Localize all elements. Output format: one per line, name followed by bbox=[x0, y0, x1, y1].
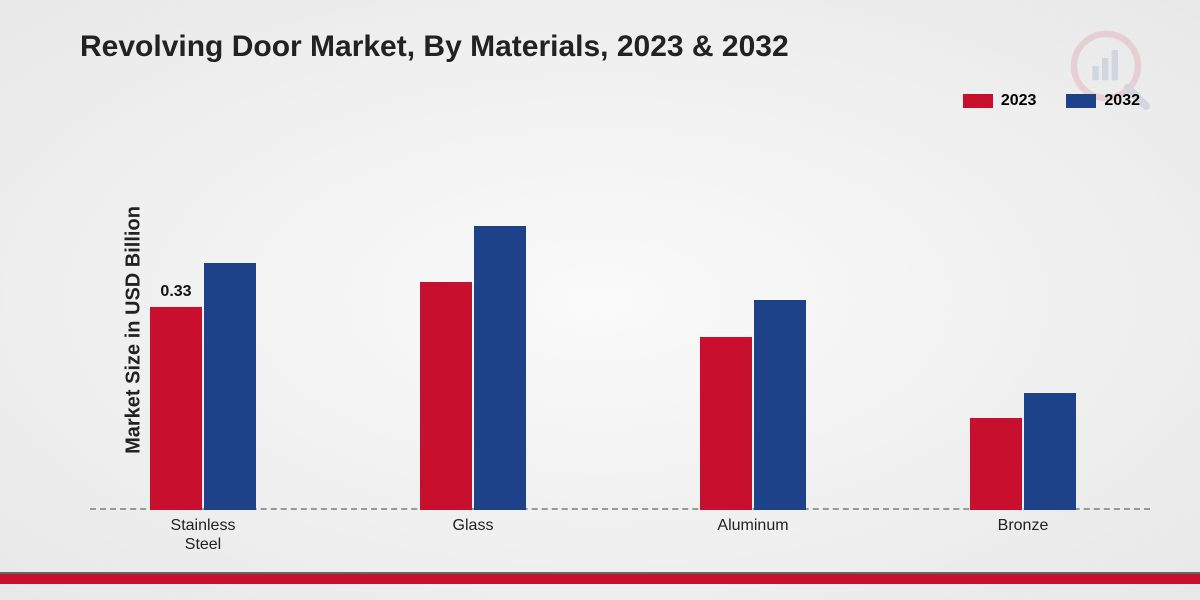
legend: 2023 2032 bbox=[963, 92, 1140, 110]
legend-item-2023: 2023 bbox=[963, 92, 1037, 110]
bar-group: Aluminum bbox=[700, 300, 806, 510]
bar-group: Glass bbox=[420, 226, 526, 510]
x-tick-label: Glass bbox=[393, 510, 553, 535]
bar-group: Bronze bbox=[970, 393, 1076, 510]
legend-label-2032: 2032 bbox=[1104, 92, 1140, 110]
bar bbox=[204, 263, 256, 510]
bar bbox=[1024, 393, 1076, 510]
bar bbox=[150, 307, 202, 511]
chart-title: Revolving Door Market, By Materials, 202… bbox=[80, 30, 789, 64]
x-tick-label: Aluminum bbox=[673, 510, 833, 535]
bar bbox=[970, 418, 1022, 511]
bar-value-label: 0.33 bbox=[160, 283, 191, 301]
legend-swatch-2032 bbox=[1066, 94, 1096, 108]
legend-swatch-2023 bbox=[963, 94, 993, 108]
bar bbox=[420, 282, 472, 510]
bar bbox=[700, 337, 752, 510]
plot-area: StainlessSteelGlassAluminumBronze0.33 bbox=[90, 140, 1150, 510]
legend-item-2032: 2032 bbox=[1066, 92, 1140, 110]
bar bbox=[474, 226, 526, 510]
bar bbox=[754, 300, 806, 510]
legend-label-2023: 2023 bbox=[1001, 92, 1037, 110]
x-tick-label: Bronze bbox=[943, 510, 1103, 535]
footer-accent-bar bbox=[0, 574, 1200, 584]
x-tick-label: StainlessSteel bbox=[123, 510, 283, 554]
